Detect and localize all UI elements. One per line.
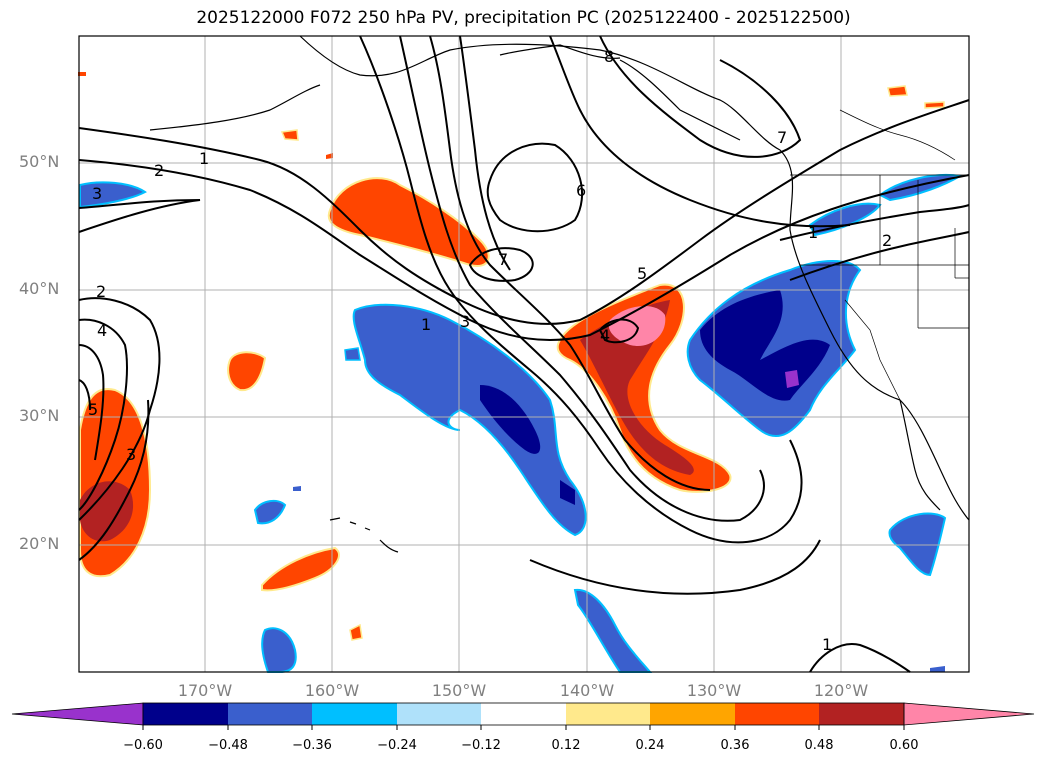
contour-label: 5: [88, 400, 98, 419]
lon-label-130w: 130°W: [686, 681, 742, 700]
colorbar-tick-label: −0.24: [377, 738, 417, 753]
contour-label: 8: [604, 47, 614, 66]
contour-label: 1: [421, 315, 431, 334]
precip-positive-areas: [78, 72, 945, 641]
pv-contours: [78, 35, 970, 673]
contour-labels: 1 2 3 2 4 5 3 6 7 8 7 5 4 1 3 2 1 1: [88, 47, 892, 654]
colorbar-tick-label: 0.12: [551, 738, 581, 753]
colorbar-segment: [650, 703, 735, 725]
colorbar-min-extension: [11, 702, 144, 726]
colorbar-tick-label: 0.24: [635, 738, 665, 753]
colorbar-tick-label: −0.48: [208, 738, 248, 753]
colorbar-tick-label: −0.36: [292, 738, 332, 753]
coastlines: [149, 35, 970, 553]
lon-label-140w: 140°W: [559, 681, 615, 700]
contour-label: 1: [199, 149, 209, 168]
colorbar-segment: [397, 703, 481, 725]
contour-label: 3: [460, 312, 470, 331]
contour-label: 7: [777, 128, 787, 147]
map-frame: [78, 35, 970, 673]
contour-label: 2: [96, 282, 106, 301]
colorbar-tick-label: 0.48: [804, 738, 834, 753]
state-borders: [790, 109, 969, 401]
lat-label-50n: 50°N: [19, 152, 60, 171]
map-title: 2025122000 F072 250 hPa PV, precipitatio…: [196, 8, 851, 28]
colorbar: [11, 702, 1035, 730]
lat-label-40n: 40°N: [19, 279, 60, 298]
colorbar-tick-label: 0.60: [889, 738, 919, 753]
lon-label-150w: 150°W: [431, 681, 487, 700]
colorbar-tick-label: −0.60: [123, 738, 163, 753]
contour-label: 7: [498, 250, 508, 269]
contour-label: 2: [154, 161, 164, 180]
colorbar-tick-label: 0.36: [720, 738, 750, 753]
colorbar-max-extension: [903, 702, 1035, 726]
contour-label: 1: [822, 635, 832, 654]
contour-label: 4: [600, 326, 610, 345]
colorbar-segment: [228, 703, 312, 725]
colorbar-segment: [312, 703, 397, 725]
lat-label-20n: 20°N: [19, 534, 60, 553]
map-gridlines: [79, 36, 969, 672]
contour-label: 3: [126, 445, 136, 464]
lat-label-30n: 30°N: [19, 406, 60, 425]
lon-label-120w: 120°W: [813, 681, 869, 700]
colorbar-segment: [143, 703, 228, 725]
colorbar-segment: [819, 703, 904, 725]
colorbar-tick-label: −0.12: [461, 738, 501, 753]
colorbar-segment: [481, 703, 566, 725]
colorbar-segment: [735, 703, 819, 725]
contour-label: 5: [637, 264, 647, 283]
contour-label: 2: [882, 231, 892, 250]
contour-label: 4: [97, 321, 107, 340]
lon-label-170w: 170°W: [177, 681, 233, 700]
colorbar-segment: [566, 703, 650, 725]
contour-label: 3: [92, 184, 102, 203]
lon-label-160w: 160°W: [304, 681, 360, 700]
contour-label: 1: [808, 223, 818, 242]
contour-label: 6: [576, 181, 586, 200]
